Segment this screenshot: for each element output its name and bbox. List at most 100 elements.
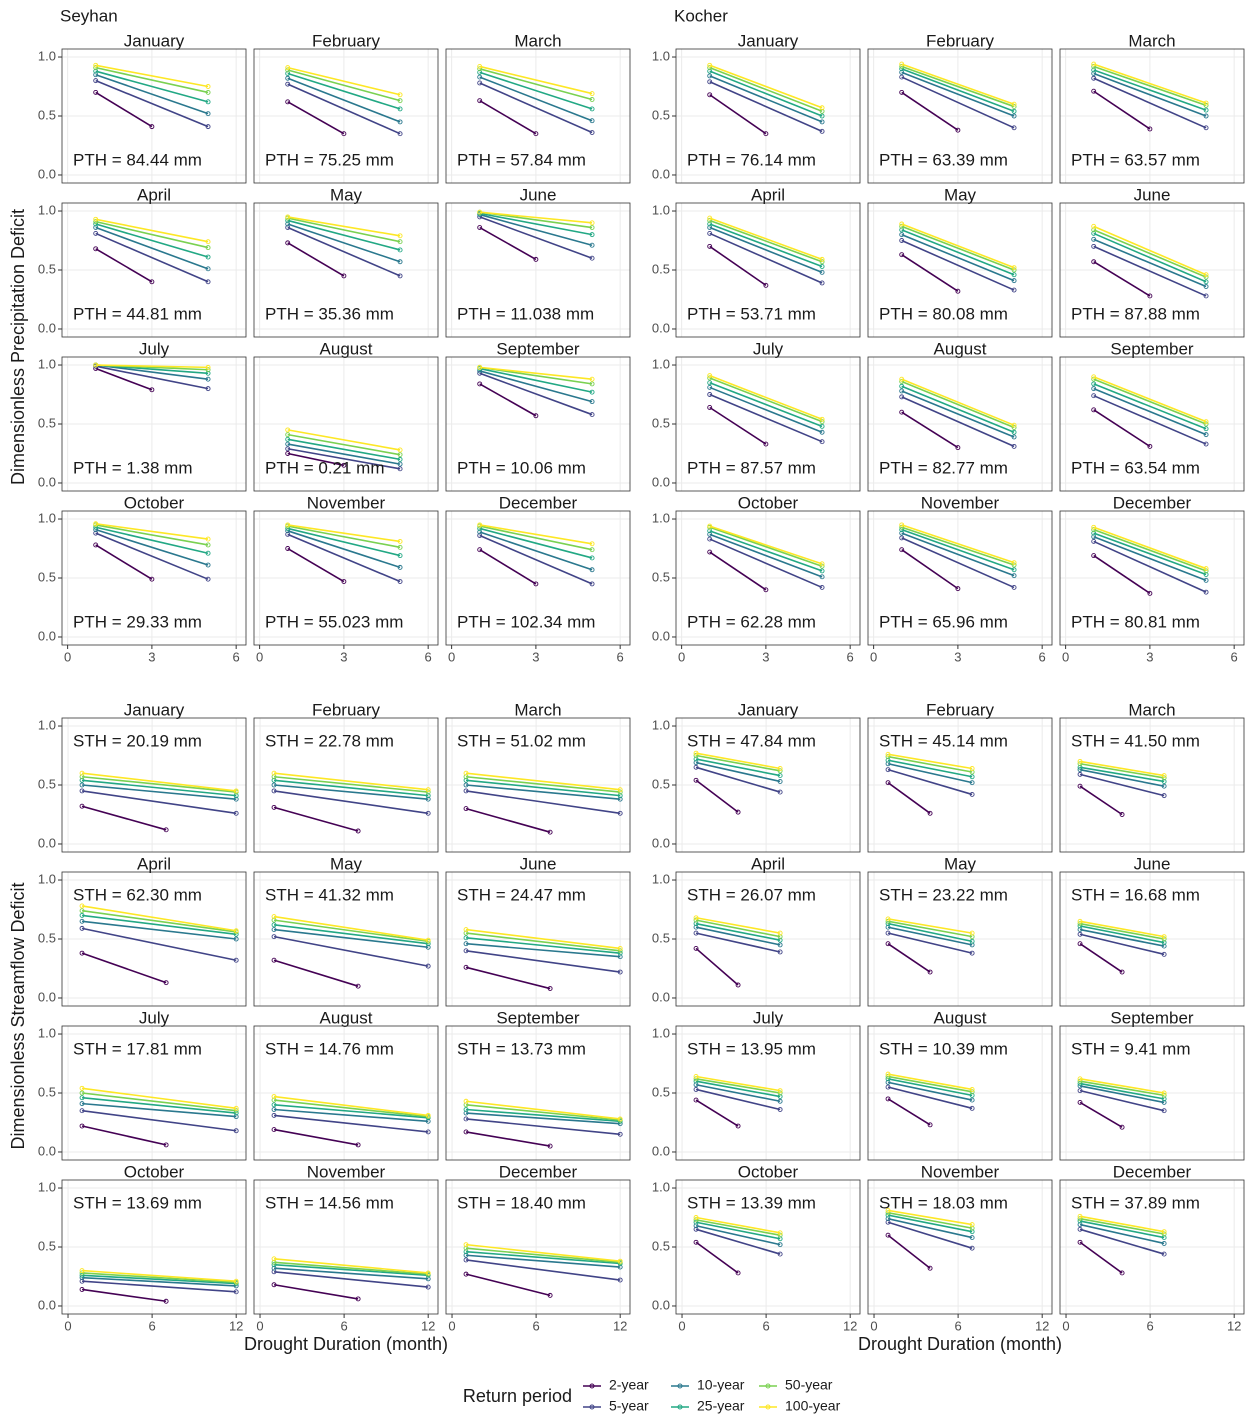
data-point <box>617 969 623 975</box>
data-point <box>1203 432 1209 438</box>
series-line <box>709 75 823 123</box>
series-line <box>887 1209 973 1226</box>
data-point <box>693 1087 699 1092</box>
series-line <box>95 248 153 283</box>
annotation: PTH = 87.57 mm <box>687 458 816 477</box>
data-point <box>1011 125 1017 131</box>
panel-border <box>867 871 1053 1007</box>
series-line <box>695 766 781 793</box>
data-point <box>899 409 905 415</box>
data-point <box>285 214 291 220</box>
series-line <box>273 1128 359 1146</box>
data-point <box>1203 279 1209 285</box>
series-line <box>81 914 237 936</box>
y-tick-label: 0.0 <box>38 474 56 489</box>
series-line <box>95 66 209 94</box>
data-point <box>777 1107 783 1112</box>
annotation: STH = 16.68 mm <box>1071 885 1200 904</box>
panel-title: March <box>514 31 561 50</box>
data-point <box>1091 61 1097 67</box>
data-point <box>1161 951 1167 957</box>
series-line <box>1093 225 1207 276</box>
annotation: PTH = 1.38 mm <box>73 458 193 477</box>
annotation: PTH = 76.14 mm <box>687 150 816 169</box>
panel-border <box>1059 356 1245 492</box>
panel-title: October <box>738 1162 799 1181</box>
series-line <box>1079 785 1123 816</box>
data-point <box>885 1232 891 1238</box>
y-tick-label: 0.0 <box>38 835 56 850</box>
data-point <box>425 944 431 950</box>
data-point <box>285 99 291 105</box>
x-tick-label: 6 <box>1146 1318 1153 1333</box>
data-point <box>1161 1108 1167 1114</box>
data-point <box>233 793 239 799</box>
data-point <box>1011 560 1017 566</box>
series-line <box>1093 387 1207 436</box>
data-point <box>79 1123 85 1129</box>
data-point <box>589 255 595 261</box>
x-tick-label: 6 <box>340 1318 347 1333</box>
data-point <box>819 561 825 567</box>
series-line <box>901 253 959 292</box>
data-point <box>79 903 85 909</box>
y-tick-label: 0.0 <box>38 166 56 181</box>
data-point <box>271 774 277 780</box>
data-point <box>1203 568 1209 574</box>
data-point <box>763 131 769 137</box>
data-point <box>1091 236 1097 242</box>
series-line <box>709 393 823 443</box>
data-point <box>693 1082 699 1088</box>
data-point <box>93 362 99 368</box>
series-line <box>273 790 429 815</box>
series-line <box>81 772 237 792</box>
series-line <box>1079 1078 1165 1094</box>
data-point <box>1203 272 1209 278</box>
data-point <box>589 412 595 418</box>
series-line <box>479 527 593 559</box>
data-point <box>463 1102 469 1108</box>
series-line <box>709 377 823 423</box>
y-tick-label: 0.5 <box>38 415 56 430</box>
series-line <box>95 218 209 243</box>
data-point <box>425 1118 431 1124</box>
series-line <box>901 63 1015 105</box>
panel-border <box>867 717 1053 853</box>
series-line <box>479 366 593 380</box>
data-point <box>463 935 469 941</box>
data-point <box>969 1245 975 1251</box>
panel-title: October <box>738 493 799 512</box>
data-point <box>1119 1270 1125 1276</box>
y-tick-label: 0.0 <box>38 989 56 1004</box>
series-line <box>81 784 237 800</box>
series-line <box>901 71 1015 117</box>
series-line <box>1079 943 1123 973</box>
data-point <box>79 1101 85 1107</box>
data-point <box>271 770 277 776</box>
x-tick-label: 6 <box>954 1318 961 1333</box>
y-tick-label: 0.5 <box>652 1084 670 1099</box>
legend-label: 5-year <box>609 1398 649 1414</box>
data-point <box>819 264 825 269</box>
data-point <box>1161 1241 1167 1246</box>
data-point <box>885 941 891 947</box>
data-point <box>1091 374 1097 380</box>
series-line <box>695 1228 781 1255</box>
data-point <box>1203 125 1209 131</box>
data-point <box>233 1283 239 1289</box>
data-point <box>397 452 403 458</box>
data-point <box>79 1108 85 1114</box>
data-point <box>589 376 595 382</box>
series-line <box>81 1274 237 1285</box>
panel-title: March <box>1128 31 1175 50</box>
panel-border <box>445 1179 631 1315</box>
series-line <box>887 926 973 946</box>
data-point <box>927 810 933 816</box>
series-line <box>479 211 593 224</box>
panel-title: November <box>921 493 1000 512</box>
series-line <box>709 223 823 268</box>
data-point <box>693 924 699 930</box>
x-tick-label: 0 <box>678 1318 685 1333</box>
data-point <box>1011 429 1017 435</box>
data-point <box>1091 75 1097 81</box>
